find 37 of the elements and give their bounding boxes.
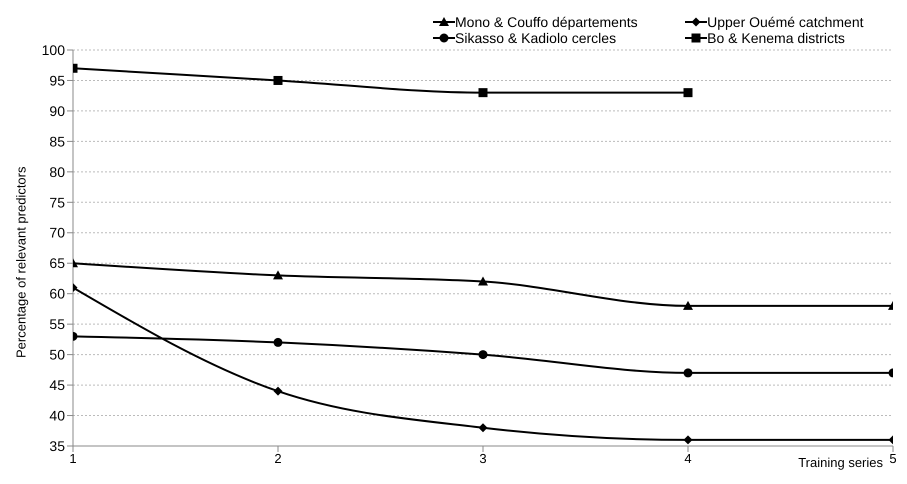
y-tick-label: 45 <box>49 377 66 394</box>
y-tick-label: 40 <box>49 408 66 424</box>
y-tick-label: 90 <box>49 102 66 119</box>
y-tick-label: 70 <box>49 224 66 241</box>
x-tick-label: 5 <box>889 451 897 466</box>
point <box>478 88 488 98</box>
point <box>274 76 282 85</box>
legend-label: Mono & Couffo départements <box>455 14 638 30</box>
x-axis-title: Training series <box>798 455 884 470</box>
y-tick-label: 60 <box>49 286 66 302</box>
point <box>478 350 488 360</box>
y-tick-label: 35 <box>49 438 66 454</box>
y-tick-label: 95 <box>49 72 66 88</box>
x-tick-label: 1 <box>69 451 77 466</box>
point <box>274 338 282 347</box>
point <box>478 276 488 286</box>
y-tick-label: 65 <box>49 255 66 272</box>
legend-label: Sikasso & Kadiolo cercles <box>455 30 616 46</box>
x-tick-label: 3 <box>479 451 487 466</box>
y-tick-label: 80 <box>49 164 66 180</box>
point <box>683 300 693 310</box>
y-axis-title: Percentage of relevant predictors <box>14 166 29 358</box>
point <box>684 88 692 98</box>
point <box>274 386 282 396</box>
y-tick-label: 50 <box>49 346 66 363</box>
legend-label: Upper Ouémé catchment <box>707 14 864 30</box>
y-tick-label: 100 <box>42 42 66 58</box>
y-tick-label: 75 <box>49 194 66 210</box>
point <box>273 270 283 280</box>
x-tick-label: 4 <box>684 451 692 466</box>
point <box>684 435 692 444</box>
point <box>684 368 692 378</box>
y-tick-label: 85 <box>49 133 66 150</box>
y-tick-label: 55 <box>49 316 66 332</box>
point <box>478 423 488 432</box>
x-tick-label: 2 <box>274 451 282 466</box>
legend-label: Bo & Kenema districts <box>707 30 845 46</box>
